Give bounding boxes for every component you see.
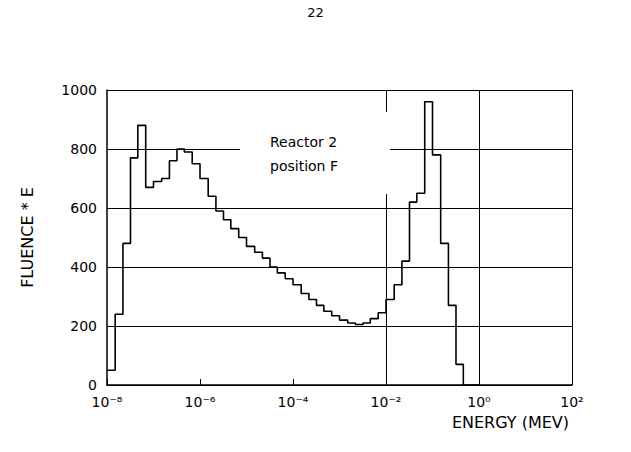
svg-text:10⁻⁶: 10⁻⁶ [185,394,216,410]
svg-text:10⁻²: 10⁻² [371,394,402,410]
svg-text:10²: 10² [560,394,583,410]
svg-text:FLUENCE * E: FLUENCE * E [18,187,37,288]
svg-text:600: 600 [70,200,97,216]
svg-text:22: 22 [307,5,324,20]
svg-text:position F: position F [270,158,338,174]
svg-text:0: 0 [88,377,97,393]
svg-text:800: 800 [70,141,97,157]
svg-text:200: 200 [70,318,97,334]
svg-text:10⁻⁸: 10⁻⁸ [92,394,123,410]
svg-text:10⁻⁴: 10⁻⁴ [278,394,309,410]
svg-text:1000: 1000 [61,82,97,98]
svg-text:Reactor 2: Reactor 2 [270,134,337,150]
svg-text:ENERGY (MEV): ENERGY (MEV) [452,413,569,432]
svg-text:400: 400 [70,259,97,275]
svg-text:10⁰: 10⁰ [467,394,491,410]
